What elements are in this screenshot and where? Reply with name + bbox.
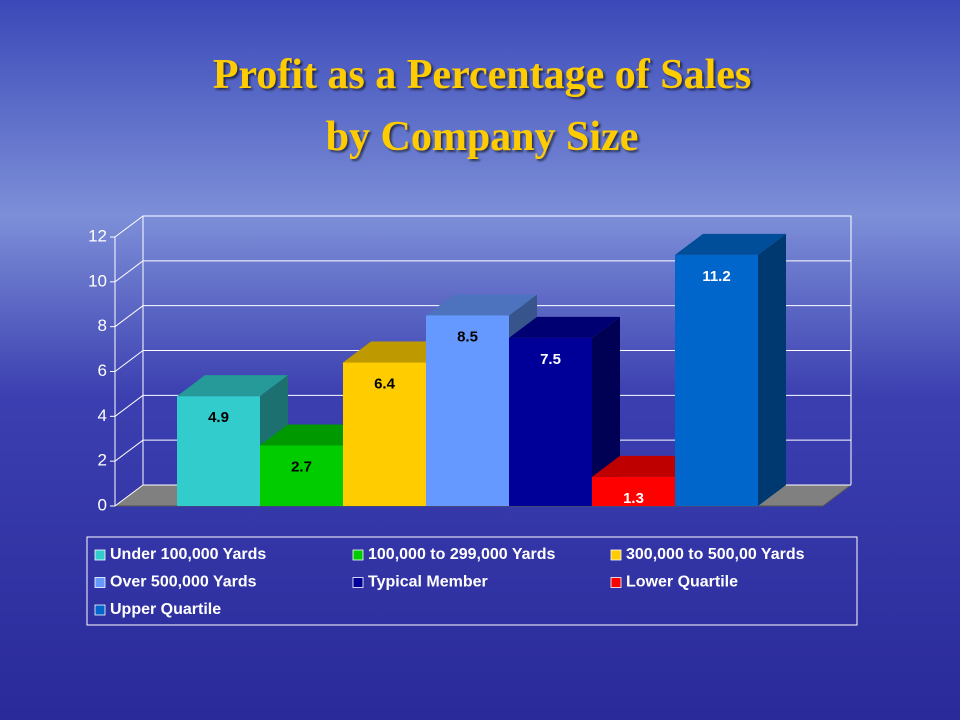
legend-box <box>86 536 858 626</box>
grid-line <box>114 260 144 283</box>
legend-swatch <box>352 577 364 588</box>
grid-line <box>114 484 144 507</box>
bar-side <box>592 316 620 506</box>
y-tick-label: 4 <box>98 406 107 425</box>
bar <box>675 254 758 506</box>
y-tick-label: 2 <box>98 451 107 470</box>
data-label: 8.5 <box>457 328 478 345</box>
legend-swatch <box>352 549 364 561</box>
data-label: 1.3 <box>623 490 644 507</box>
y-tick-label: 10 <box>88 271 107 290</box>
legend-label: 100,000 to 299,000 Yards <box>368 546 556 563</box>
data-label: 7.5 <box>540 351 561 368</box>
bar-top <box>426 294 537 316</box>
data-label: 6.4 <box>374 376 396 393</box>
legend-swatch <box>94 549 106 561</box>
legend-label: Under 100,000 Yards <box>110 546 266 563</box>
legend-swatch <box>610 577 622 588</box>
bar <box>260 445 343 506</box>
legend-swatch <box>94 604 106 616</box>
y-tick-label: 12 <box>88 226 107 245</box>
chart-title: Profit as a Percentage of Sales <box>213 52 751 98</box>
data-label: 4.9 <box>208 409 229 426</box>
legend-label: Typical Member <box>368 574 488 591</box>
y-tick-label: 8 <box>98 316 107 335</box>
legend-label: Upper Quartile <box>110 601 221 618</box>
chart-title: by Company Size <box>326 114 639 160</box>
grid-line <box>114 439 144 462</box>
bar <box>592 476 675 506</box>
y-tick-label: 0 <box>98 495 107 514</box>
bar-top <box>509 316 620 338</box>
grid-line <box>114 215 144 238</box>
grid-line <box>114 305 144 328</box>
data-label: 2.7 <box>291 458 312 475</box>
bar-side <box>758 233 786 506</box>
legend-label: 300,000 to 500,00 Yards <box>626 546 805 563</box>
bar-top <box>675 233 786 255</box>
legend-label: Over 500,000 Yards <box>110 574 257 591</box>
grid-line <box>114 394 144 417</box>
data-label: 11.2 <box>702 268 730 285</box>
legend-label: Lower Quartile <box>626 574 738 591</box>
bar <box>426 315 509 506</box>
bar <box>177 396 260 506</box>
grid-line <box>114 350 144 372</box>
legend-swatch <box>94 577 106 588</box>
y-tick-label: 6 <box>98 361 107 380</box>
bar-top <box>177 375 288 397</box>
bar <box>343 362 426 506</box>
legend-swatch <box>610 549 622 561</box>
bar <box>509 337 592 506</box>
